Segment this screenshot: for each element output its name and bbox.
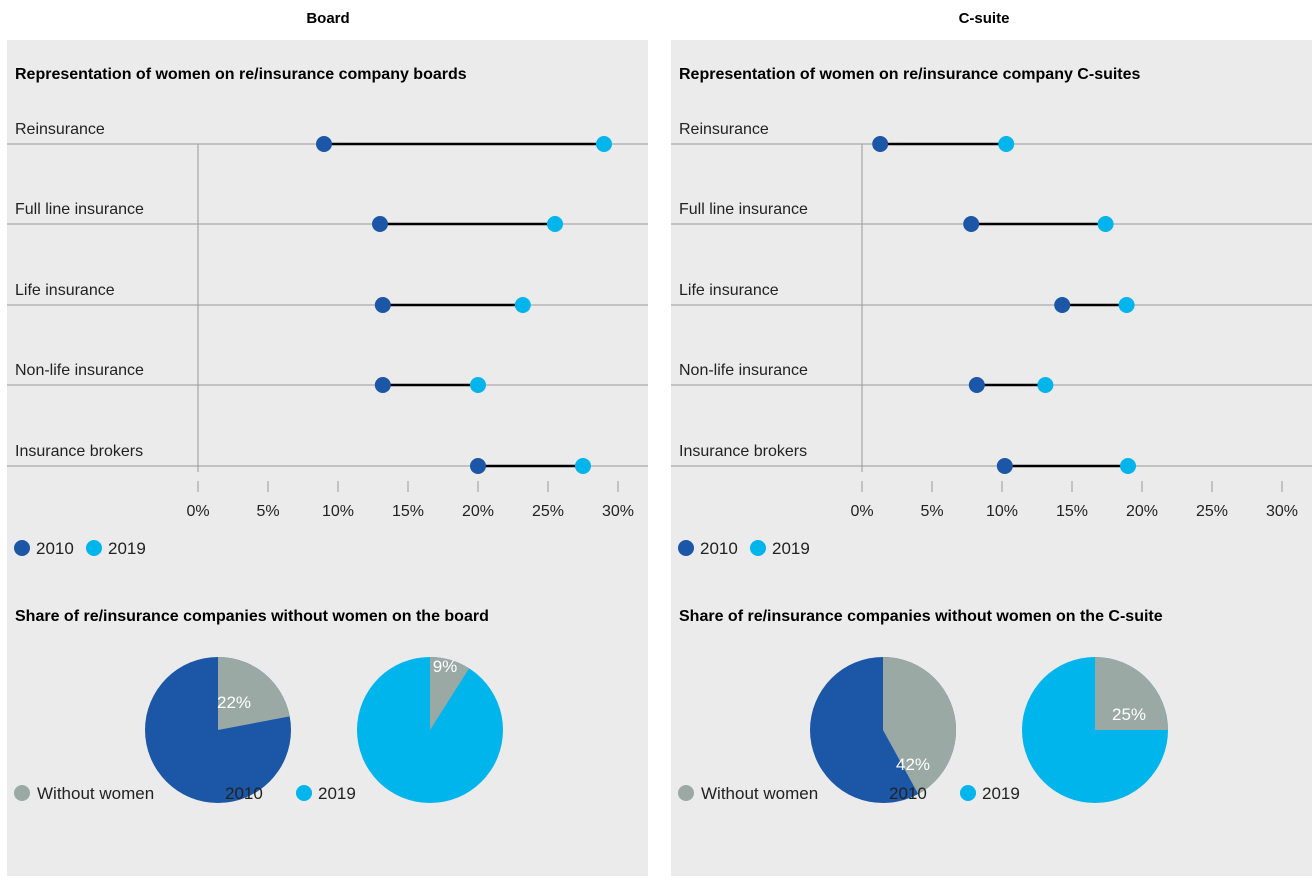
point-2010 xyxy=(374,377,391,393)
legend-2010-swatch xyxy=(203,785,219,801)
x-tick-label: 15% xyxy=(1056,503,1088,520)
legend-2019-swatch xyxy=(960,785,976,801)
csuite-chart-svg: Representation of women on re/insurance … xyxy=(671,66,1312,803)
legend-without-label: Without women xyxy=(701,784,818,803)
point-2010 xyxy=(996,458,1013,474)
csuite-heading: C-suite xyxy=(958,10,1010,27)
x-tick-label: 5% xyxy=(256,503,279,520)
pie-2019-without-slice xyxy=(430,657,470,730)
csuite-panel: Representation of women on re/insurance … xyxy=(671,40,1312,876)
category-label: Non-life insurance xyxy=(15,362,144,379)
point-2010 xyxy=(872,136,889,152)
dumbbell-title: Representation of women on re/insurance … xyxy=(679,66,1141,83)
pie-title: Share of re/insurance companies without … xyxy=(679,608,1163,625)
point-2010 xyxy=(374,297,391,313)
category-label: Reinsurance xyxy=(15,121,105,138)
point-2019 xyxy=(1097,216,1114,232)
point-2010 xyxy=(1054,297,1071,313)
category-label: Full line insurance xyxy=(15,201,144,218)
category-label: Insurance brokers xyxy=(15,443,143,460)
category-label: Reinsurance xyxy=(679,121,769,138)
x-tick-label: 25% xyxy=(532,503,564,520)
point-2019 xyxy=(547,216,563,232)
x-tick-label: 20% xyxy=(462,503,494,520)
legend-2019-swatch xyxy=(296,785,312,801)
dumbbell-title: Representation of women on re/insurance … xyxy=(15,66,467,83)
category-label: Full line insurance xyxy=(679,201,808,218)
legend-2010-label: 2010 xyxy=(889,784,927,803)
point-2010 xyxy=(968,377,985,393)
pie-2010-without-slice xyxy=(218,657,290,730)
category-label: Life insurance xyxy=(15,282,115,299)
point-2019 xyxy=(470,377,486,393)
point-2019 xyxy=(998,136,1015,152)
point-2019 xyxy=(575,458,591,474)
category-label: Insurance brokers xyxy=(679,443,807,460)
point-2019 xyxy=(514,297,531,313)
x-tick-label: 0% xyxy=(186,503,209,520)
point-2010 xyxy=(963,216,980,232)
category-label: Non-life insurance xyxy=(679,362,808,379)
legend-2019-swatch xyxy=(750,540,766,556)
pie-2019-label: 25% xyxy=(1112,705,1146,724)
legend-2010-label: 2010 xyxy=(225,784,263,803)
legend-2010-label: 2010 xyxy=(700,539,738,558)
legend-2010-swatch xyxy=(14,540,30,556)
point-2019 xyxy=(1120,458,1136,474)
legend-2010-swatch xyxy=(867,785,883,801)
x-tick-label: 0% xyxy=(850,503,873,520)
legend-2019-label: 2019 xyxy=(772,539,810,558)
point-2019 xyxy=(596,136,612,152)
category-label: Life insurance xyxy=(679,282,779,299)
point-2010 xyxy=(316,136,332,152)
point-2019 xyxy=(1037,377,1054,393)
legend-without-swatch xyxy=(678,785,694,801)
x-tick-label: 30% xyxy=(1266,503,1298,520)
board-panel: Representation of women on re/insurance … xyxy=(7,40,648,876)
legend-2019-label: 2019 xyxy=(982,784,1020,803)
x-tick-label: 25% xyxy=(1196,503,1228,520)
pie-2019-without-slice xyxy=(1095,657,1168,730)
legend-2010-label: 2010 xyxy=(36,539,74,558)
legend-2019-swatch xyxy=(86,540,102,556)
x-tick-label: 20% xyxy=(1126,503,1158,520)
x-tick-label: 10% xyxy=(322,503,354,520)
legend-2019-label: 2019 xyxy=(108,539,146,558)
pie-2010-label: 22% xyxy=(217,693,251,712)
pie-title: Share of re/insurance companies without … xyxy=(15,608,489,625)
x-tick-label: 30% xyxy=(602,503,634,520)
board-heading: Board xyxy=(306,10,350,27)
x-tick-label: 15% xyxy=(392,503,424,520)
point-2010 xyxy=(470,458,486,474)
pie-2010-without-slice xyxy=(883,657,956,794)
point-2019 xyxy=(1118,297,1135,313)
legend-without-swatch xyxy=(14,785,30,801)
pie-2010-label: 42% xyxy=(896,755,930,774)
legend-2019-label: 2019 xyxy=(318,784,356,803)
board-chart-svg: Representation of women on re/insurance … xyxy=(7,66,648,803)
x-tick-label: 10% xyxy=(986,503,1018,520)
legend-2010-swatch xyxy=(678,540,694,556)
legend-without-label: Without women xyxy=(37,784,154,803)
pie-2019-label: 9% xyxy=(433,657,458,676)
point-2010 xyxy=(372,216,388,232)
x-tick-label: 5% xyxy=(920,503,943,520)
